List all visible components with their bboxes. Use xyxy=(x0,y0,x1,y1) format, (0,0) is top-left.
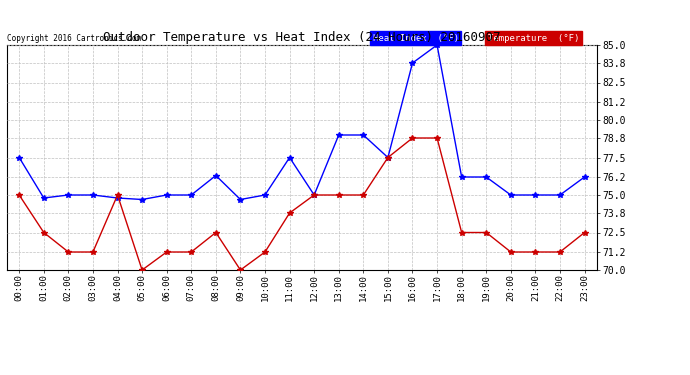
Text: Temperature  (°F): Temperature (°F) xyxy=(488,34,579,43)
Text: Heat Index  (°F): Heat Index (°F) xyxy=(373,34,459,43)
Title: Outdoor Temperature vs Heat Index (24 Hours) 20160907: Outdoor Temperature vs Heat Index (24 Ho… xyxy=(103,31,501,44)
Text: Copyright 2016 Cartronics.com: Copyright 2016 Cartronics.com xyxy=(7,34,141,43)
